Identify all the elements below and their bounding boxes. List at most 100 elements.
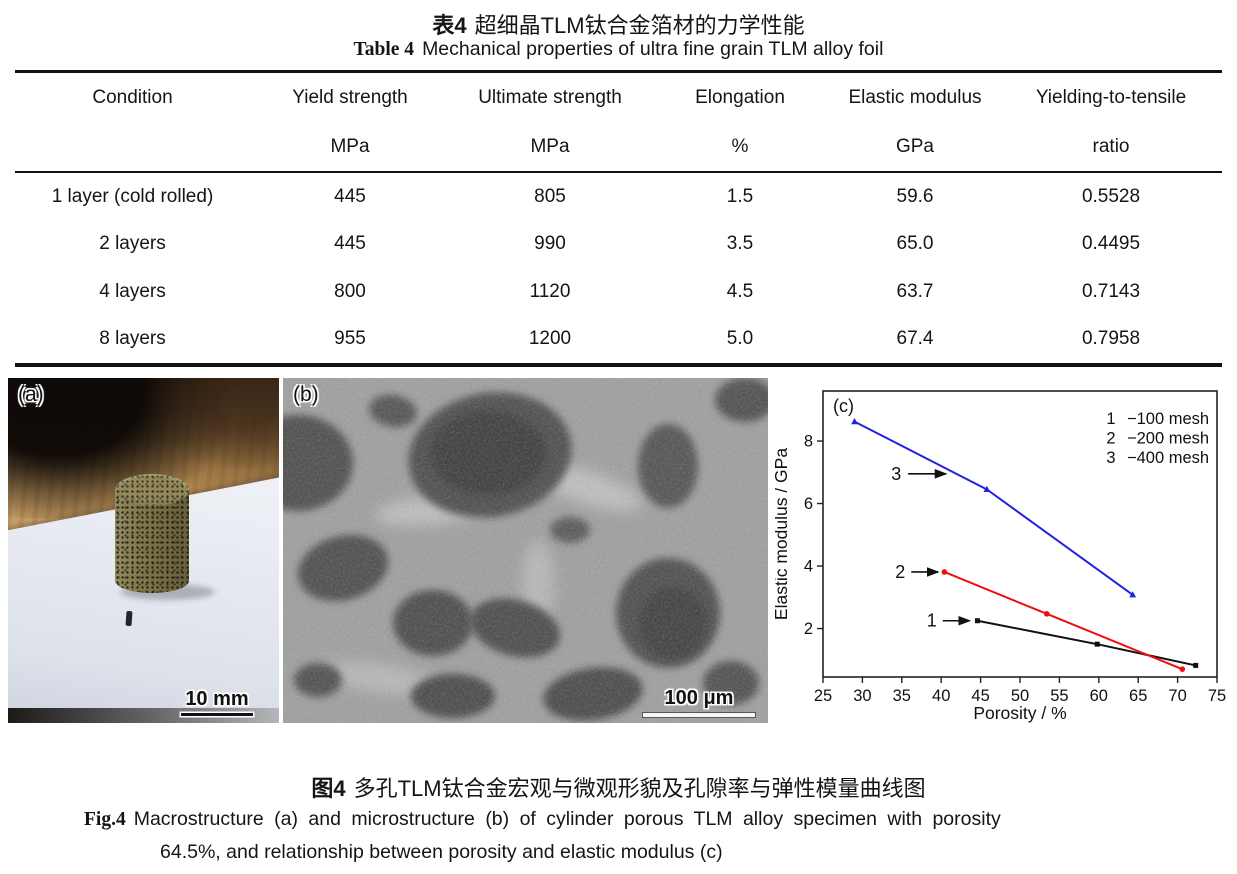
data-point bbox=[1043, 611, 1050, 617]
table-cell: 1.5 bbox=[726, 185, 754, 207]
table-cell: 0.7958 bbox=[1081, 328, 1141, 350]
scale-bar-a-text: 10 mm bbox=[185, 687, 249, 710]
table-cell: 0.5528 bbox=[1081, 185, 1141, 207]
table-cell: 67.4 bbox=[896, 328, 934, 350]
figure-4-panels: (a) 10 mm bbox=[0, 378, 1237, 723]
col-unit-elastic-modulus: GPa bbox=[830, 122, 1000, 173]
series-line-1 bbox=[977, 619, 1196, 667]
table-caption-zh: 表4 超细晶TLM钛合金箔材的力学性能 bbox=[0, 8, 1237, 40]
table-cell: 0.7143 bbox=[1081, 280, 1141, 302]
table-caption-en-prefix: Table 4 bbox=[353, 39, 415, 60]
table-cell: 955 bbox=[334, 328, 366, 350]
porosity-modulus-chart: 25 30 35 40 45 50 55 60 65 70 75 2 4 6 8 Porosity / % El… bbox=[775, 390, 1226, 723]
x-tick-label: 45 bbox=[971, 687, 989, 705]
scale-bar-b: 100 μm bbox=[643, 687, 755, 717]
legend-number: 2 bbox=[1106, 430, 1115, 448]
table-cell: 8 layers bbox=[99, 328, 166, 350]
data-point bbox=[1179, 666, 1186, 672]
figure-panel-a-photo: (a) 10 mm bbox=[8, 378, 279, 723]
table-cell: 59.6 bbox=[896, 185, 934, 207]
mechanical-properties-table: Condition Yield strength Ultimate streng… bbox=[15, 70, 1222, 367]
y-axis-label: Elastic modulus / GPa bbox=[775, 448, 791, 620]
x-tick-label: 55 bbox=[1050, 687, 1068, 705]
y-tick-label: 4 bbox=[804, 558, 813, 576]
annotation-label: 1 bbox=[927, 611, 937, 631]
table-cell: 445 bbox=[334, 185, 366, 207]
table-caption-en: Table 4 Mechanical properties of ultra fi… bbox=[0, 38, 1237, 61]
legend-number: 3 bbox=[1106, 449, 1115, 467]
figure-caption-en-prefix: Fig.4 bbox=[84, 809, 126, 830]
x-tick-label: 70 bbox=[1168, 687, 1186, 705]
x-tick-label: 40 bbox=[932, 687, 950, 705]
table-row: 2 layers 445 990 3.5 65.0 0.4495 bbox=[15, 221, 1222, 269]
figure-caption-zh-prefix: 图4 bbox=[311, 776, 346, 801]
col-header-ultimate-strength: Ultimate strength bbox=[478, 86, 622, 108]
table-cell: 1200 bbox=[528, 328, 572, 350]
col-header-elastic-modulus: Elastic modulus bbox=[848, 86, 982, 108]
figure-caption-zh: 图4 多孔TLM钛合金宏观与微观形貌及孔隙率与弹性模量曲线图 bbox=[0, 771, 1237, 803]
col-header-yield-strength: Yield strength bbox=[292, 86, 408, 108]
legend-entry: −100 mesh bbox=[1127, 410, 1209, 428]
x-tick-label: 75 bbox=[1208, 687, 1226, 705]
col-header-condition: Condition bbox=[92, 86, 173, 108]
table-cell: 1 layer (cold rolled) bbox=[51, 185, 214, 207]
table-body: 1 layer (cold rolled) 445 805 1.5 59.6 0.5528… bbox=[15, 172, 1222, 365]
data-point bbox=[941, 569, 948, 575]
panel-a-label: (a) bbox=[18, 383, 44, 406]
table-caption-en-text: Mechanical properties of ultra fine grai… bbox=[422, 38, 884, 60]
table-cell: 4.5 bbox=[726, 280, 754, 302]
data-point bbox=[1094, 641, 1100, 647]
y-tick-label: 8 bbox=[804, 433, 813, 451]
figure-caption-en-line1-text: Macrostructure (a) and microstructure (b… bbox=[133, 808, 1001, 830]
figure-caption-en-line2: 64.5%, and relationship between porosity… bbox=[160, 841, 723, 863]
x-tick-label: 65 bbox=[1129, 687, 1147, 705]
scale-bar-a-line bbox=[181, 712, 253, 716]
cylinder-specimen-top bbox=[115, 474, 189, 506]
x-tick-label: 25 bbox=[814, 687, 832, 705]
col-header-elongation: Elongation bbox=[695, 86, 785, 108]
table-caption-zh-prefix: 表4 bbox=[432, 13, 467, 38]
data-point bbox=[1193, 662, 1199, 668]
panel-b-label: (b) bbox=[293, 383, 319, 406]
background-dark-blur-right bbox=[149, 378, 279, 468]
table-cell: 445 bbox=[334, 233, 366, 255]
table-row: 4 layers 800 1120 4.5 63.7 0.7143 bbox=[15, 268, 1222, 316]
table-cell: 5.0 bbox=[726, 328, 754, 350]
x-tick-label: 50 bbox=[1011, 687, 1029, 705]
annotation-label: 3 bbox=[891, 464, 901, 484]
figure-panel-b-sem: (b) 100 μm bbox=[283, 378, 768, 723]
annotation-label: 2 bbox=[895, 562, 905, 582]
x-tick-label: 35 bbox=[893, 687, 911, 705]
table-caption-zh-text: 超细晶TLM钛合金箔材的力学性能 bbox=[474, 13, 805, 38]
scale-bar-a: 10 mm bbox=[181, 687, 253, 716]
table-cell: 1120 bbox=[529, 280, 571, 302]
table-cell: 4 layers bbox=[99, 280, 166, 302]
table-cell: 0.4495 bbox=[1081, 233, 1141, 255]
table-cell: 63.7 bbox=[896, 280, 934, 302]
data-point bbox=[974, 618, 980, 624]
legend-number: 1 bbox=[1106, 410, 1115, 428]
col-unit-yielding-ratio: ratio bbox=[1000, 122, 1222, 173]
sem-texture bbox=[283, 378, 768, 723]
col-unit-yield-strength: MPa bbox=[250, 122, 450, 173]
figure-caption-en-line1: Fig.4 Macrostructure (a) and microstructu… bbox=[84, 808, 1164, 831]
x-axis-label: Porosity / % bbox=[973, 703, 1066, 723]
table-cell: 2 layers bbox=[99, 233, 166, 255]
legend-entry: −400 mesh bbox=[1127, 449, 1209, 467]
figure-caption-zh-text: 多孔TLM钛合金宏观与微观形貌及孔隙率与弹性模量曲线图 bbox=[353, 776, 926, 801]
table-edge-shadow bbox=[8, 708, 279, 723]
table-cell: 800 bbox=[334, 280, 366, 302]
x-tick-label: 60 bbox=[1090, 687, 1108, 705]
y-tick-label: 2 bbox=[804, 620, 813, 638]
col-header-yielding-ratio: Yielding-to-tensile bbox=[1035, 86, 1187, 108]
legend-entry: −200 mesh bbox=[1127, 430, 1209, 448]
scale-bar-b-line bbox=[643, 713, 755, 717]
data-point bbox=[1129, 591, 1137, 598]
small-mark-on-paper bbox=[125, 610, 133, 627]
col-unit-elongation: % bbox=[650, 122, 830, 173]
table-cell: 805 bbox=[534, 185, 566, 207]
y-tick-label: 6 bbox=[804, 495, 813, 513]
cylinder-specimen-body bbox=[115, 490, 189, 593]
col-unit-ultimate-strength: MPa bbox=[450, 122, 650, 173]
